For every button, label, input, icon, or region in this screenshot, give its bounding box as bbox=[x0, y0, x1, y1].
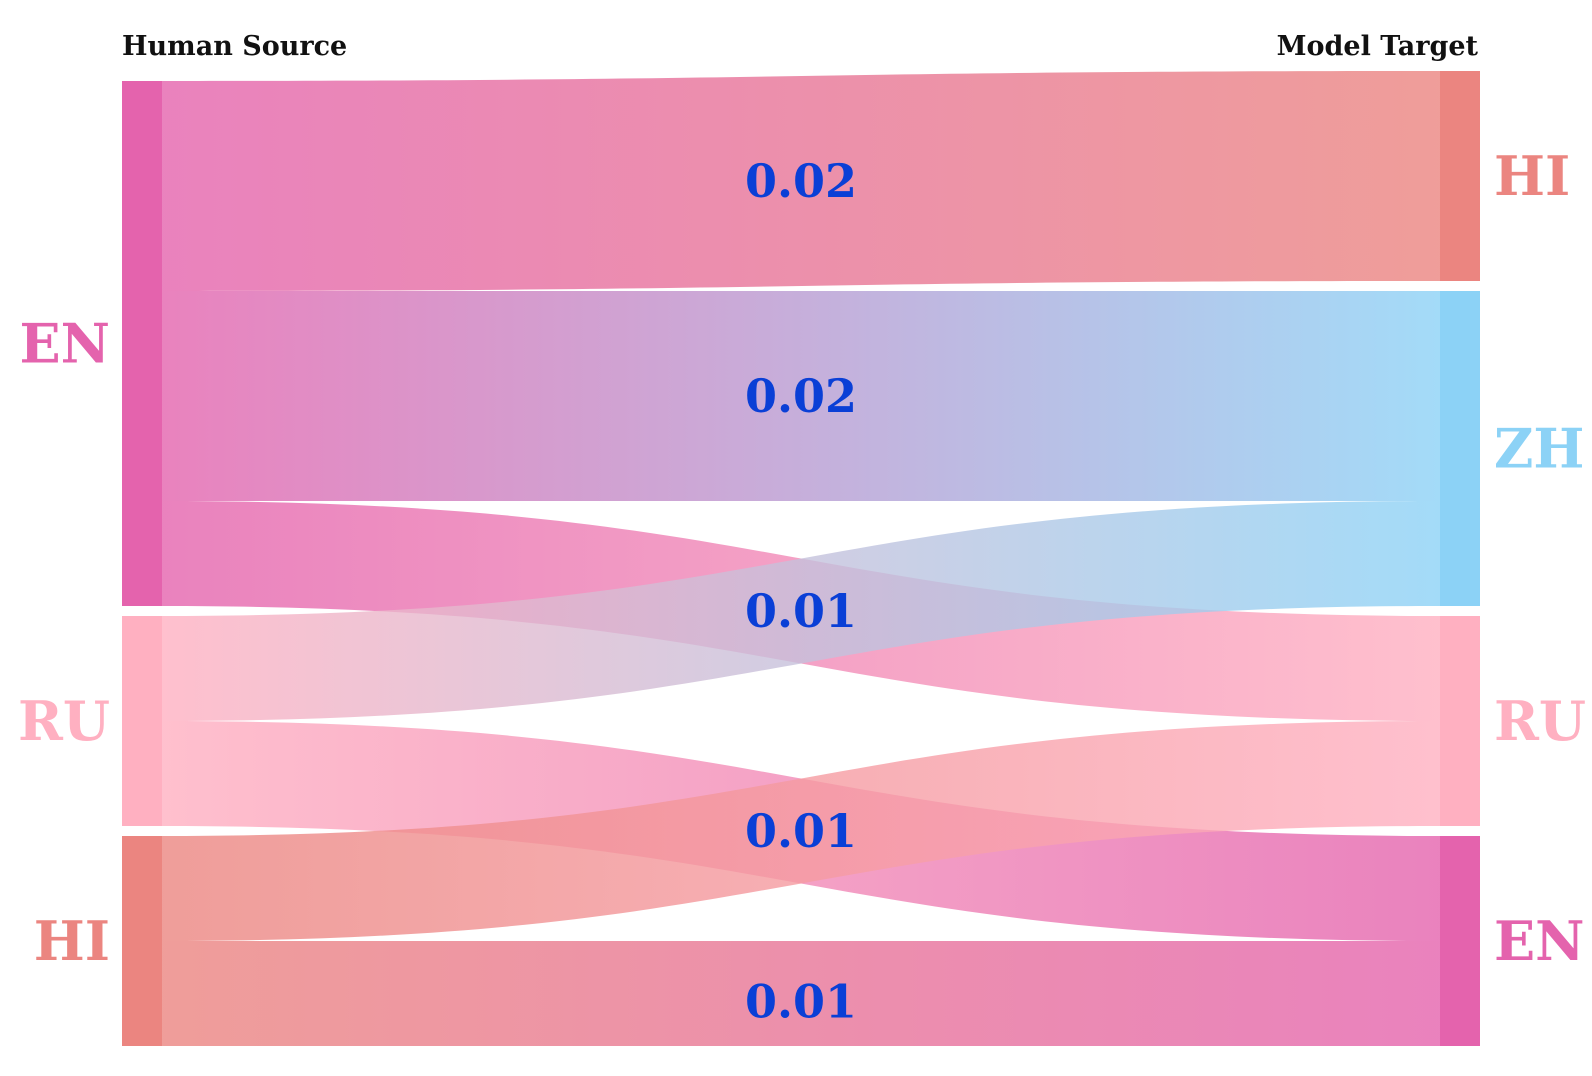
target-node-ru bbox=[1440, 616, 1480, 826]
target-node-hi bbox=[1440, 71, 1480, 281]
flow-ru-to-zh bbox=[162, 501, 1440, 721]
flow-value-label: 0.02 bbox=[745, 369, 857, 423]
flow-value-label: 0.02 bbox=[745, 154, 857, 208]
flow-value-label: 0.01 bbox=[745, 804, 857, 858]
source-header: Human Source bbox=[122, 31, 347, 62]
target-label-hi: HI bbox=[1494, 144, 1570, 208]
target-label-en: EN bbox=[1494, 909, 1585, 973]
source-label-ru: RU bbox=[18, 689, 110, 753]
source-label-en: EN bbox=[19, 312, 110, 376]
flow-en-to-hi bbox=[162, 71, 1440, 291]
value-labels: 0.02 0.02 0.01 0.01 0.01 bbox=[745, 154, 857, 1029]
node-labels: EN RU HI HI ZH RU EN bbox=[18, 144, 1586, 973]
flow-hi-to-ru bbox=[162, 721, 1440, 941]
target-node-en bbox=[1440, 836, 1480, 1046]
target-label-ru: RU bbox=[1494, 689, 1586, 753]
source-node-en bbox=[122, 81, 162, 606]
flow-en-to-zh bbox=[162, 291, 1440, 501]
target-node-zh bbox=[1440, 291, 1480, 606]
source-node-ru bbox=[122, 616, 162, 826]
source-label-hi: HI bbox=[34, 909, 110, 973]
flow-links bbox=[162, 71, 1440, 1046]
target-label-zh: ZH bbox=[1494, 417, 1584, 481]
flow-value-label: 0.01 bbox=[745, 975, 857, 1029]
target-header: Model Target bbox=[1277, 31, 1479, 62]
source-node-hi bbox=[122, 836, 162, 1046]
flow-value-label: 0.01 bbox=[745, 584, 857, 638]
flow-hi-to-en bbox=[162, 941, 1440, 1046]
nodes bbox=[122, 71, 1480, 1046]
